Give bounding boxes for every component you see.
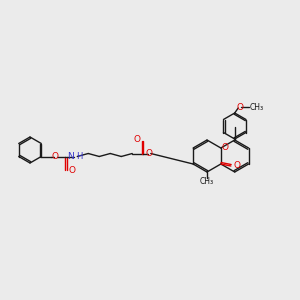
Text: O: O <box>133 135 140 144</box>
Text: N: N <box>68 152 74 161</box>
Text: O: O <box>68 166 75 175</box>
Text: O: O <box>146 149 153 158</box>
Text: O: O <box>52 152 59 161</box>
Text: H: H <box>76 152 83 161</box>
Text: O: O <box>222 143 229 152</box>
Text: CH₃: CH₃ <box>200 176 214 185</box>
Text: CH₃: CH₃ <box>250 103 264 112</box>
Text: O: O <box>236 103 243 112</box>
Text: O: O <box>234 161 241 170</box>
